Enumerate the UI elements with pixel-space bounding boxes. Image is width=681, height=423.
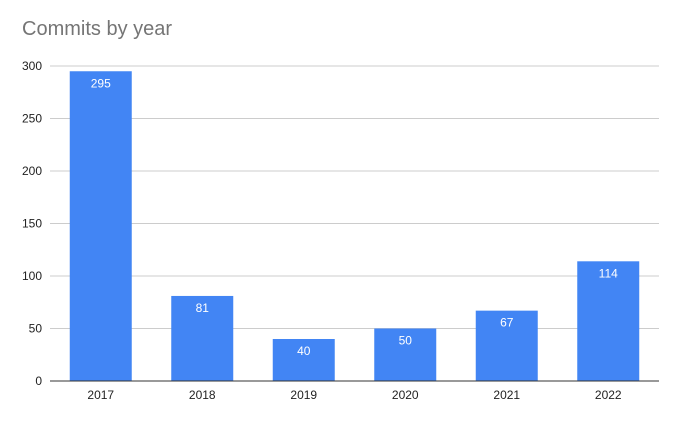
x-tick-label: 2018: [189, 388, 216, 402]
y-tick-label: 150: [22, 217, 42, 231]
x-tick-label: 2021: [493, 388, 520, 402]
bar-data-label: 114: [599, 266, 618, 280]
bar: [577, 261, 640, 381]
y-tick-label: 200: [22, 164, 42, 178]
bar-data-label: 67: [500, 316, 514, 330]
y-tick-label: 100: [22, 269, 42, 283]
y-tick-label: 300: [22, 59, 42, 73]
bar-data-label: 81: [196, 301, 210, 315]
bar: [272, 339, 335, 381]
bar: [69, 71, 132, 381]
x-tick-label: 2020: [392, 388, 419, 402]
y-tick-label: 50: [29, 322, 43, 336]
chart-title: Commits by year: [22, 18, 173, 40]
bar-data-label: 50: [399, 334, 413, 348]
x-tick-label: 2022: [595, 388, 622, 402]
bar: [475, 310, 538, 381]
y-tick-label: 0: [35, 374, 42, 388]
x-tick-label: 2019: [290, 388, 317, 402]
bar: [171, 295, 234, 381]
bar: [374, 328, 437, 381]
x-tick-label: 2017: [87, 388, 114, 402]
bar-data-label: 295: [91, 76, 111, 90]
bar-data-label: 40: [297, 344, 311, 358]
y-tick-label: 250: [22, 112, 42, 126]
